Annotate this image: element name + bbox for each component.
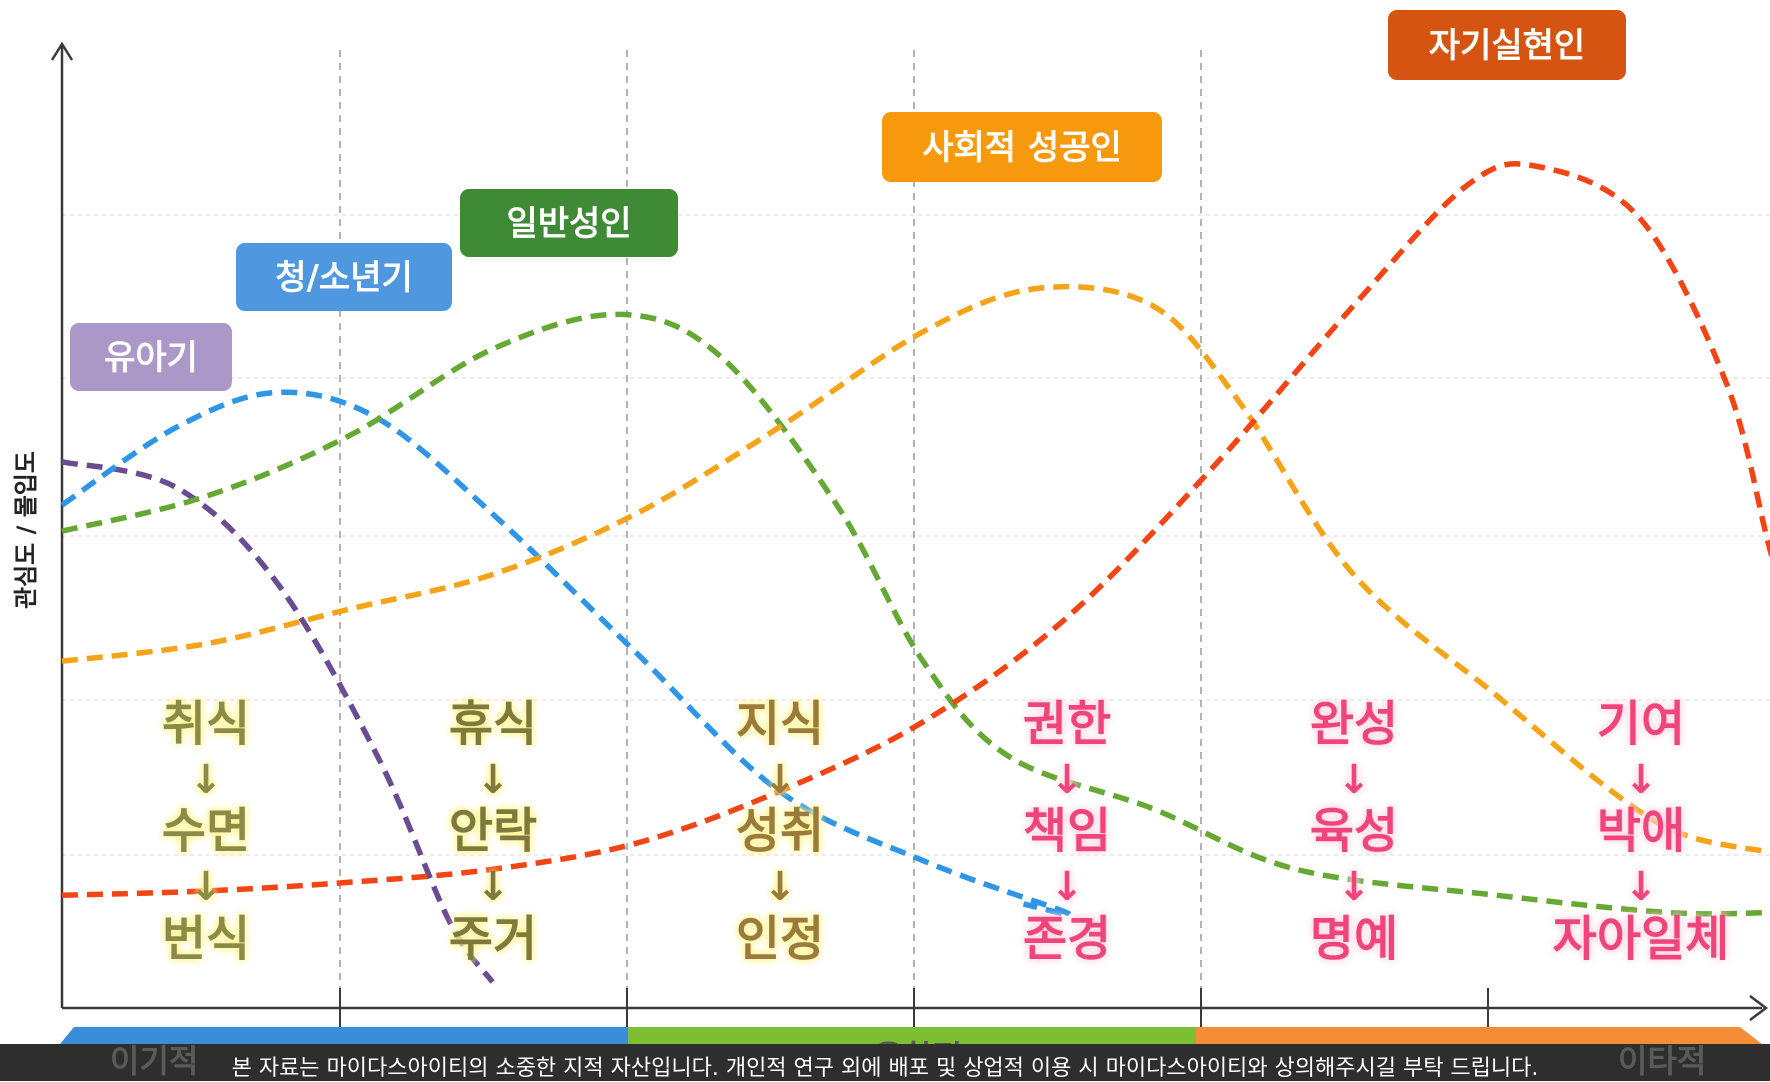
stage-value: 자아일체 xyxy=(1553,911,1730,967)
series-line-4 xyxy=(62,287,1770,852)
stage-arrow: ↓ xyxy=(1337,864,1371,910)
stage-value: 완성 xyxy=(1310,696,1398,752)
stage-values-2: 휴식↓안락↓주거 xyxy=(449,696,537,967)
stage-arrow: ↓ xyxy=(476,757,510,803)
stage-value: 취식 xyxy=(162,696,250,752)
stage-label-text: 일반성인 xyxy=(506,204,631,244)
y-axis-label: 관심도 / 몰입도 xyxy=(12,451,40,609)
stage-arrow: ↓ xyxy=(763,864,797,910)
stage-label-text: 사회적 성공인 xyxy=(922,128,1122,168)
stage-value: 박애 xyxy=(1597,803,1685,859)
series-line-3 xyxy=(62,314,1770,914)
stage-value: 인정 xyxy=(736,911,824,967)
stage-value: 성취 xyxy=(736,803,824,859)
stage-value: 휴식 xyxy=(449,696,537,752)
stage-value: 안락 xyxy=(449,803,537,859)
stage-arrow: ↓ xyxy=(189,864,223,910)
stage-value: 번식 xyxy=(162,911,250,967)
stage-values-3: 지식↓성취↓인정 xyxy=(736,696,824,967)
stage-label-3: 일반성인 xyxy=(460,189,678,257)
grid xyxy=(62,50,1770,1008)
stage-values-5: 완성↓육성↓명예 xyxy=(1310,696,1398,967)
stage-arrow: ↓ xyxy=(763,757,797,803)
stage-value: 존경 xyxy=(1023,911,1111,967)
stage-value: 권한 xyxy=(1023,696,1111,752)
stage-arrow: ↓ xyxy=(1624,864,1658,910)
stage-value: 지식 xyxy=(736,696,824,752)
stage-arrow: ↓ xyxy=(189,757,223,803)
stage-arrow: ↓ xyxy=(1050,864,1084,910)
stage-arrow: ↓ xyxy=(1050,757,1084,803)
stage-arrow: ↓ xyxy=(476,864,510,910)
stage-arrow: ↓ xyxy=(1337,757,1371,803)
stage-value: 육성 xyxy=(1310,803,1398,859)
stage-values-6: 기여↓박애↓자아일체 xyxy=(1553,696,1730,967)
series-line-1 xyxy=(62,462,493,982)
stage-label-text: 자기실현인 xyxy=(1429,26,1585,66)
stage-values-4: 권한↓책임↓존경 xyxy=(1023,696,1111,967)
stage-label-text: 유아기 xyxy=(104,338,198,378)
stage-values-1: 취식↓수면↓번식 xyxy=(162,696,250,967)
stage-value: 주거 xyxy=(449,911,537,967)
stage-value: 기여 xyxy=(1597,696,1685,752)
stage-value: 책임 xyxy=(1023,803,1111,859)
stage-label-5: 자기실현인 xyxy=(1388,10,1626,80)
stage-label-1: 유아기 xyxy=(70,323,232,391)
stage-label-2: 청/소년기 xyxy=(236,243,452,311)
stage-label-text: 청/소년기 xyxy=(275,258,413,298)
stage-arrow: ↓ xyxy=(1624,757,1658,803)
stage-label-4: 사회적 성공인 xyxy=(882,112,1162,182)
copyright-notice: 본 자료는 마이다스아이티의 소중한 지적 자산입니다. 개인적 연구 외에 배… xyxy=(0,1050,1770,1082)
stage-value: 수면 xyxy=(162,803,250,859)
stage-value: 명예 xyxy=(1310,911,1398,967)
